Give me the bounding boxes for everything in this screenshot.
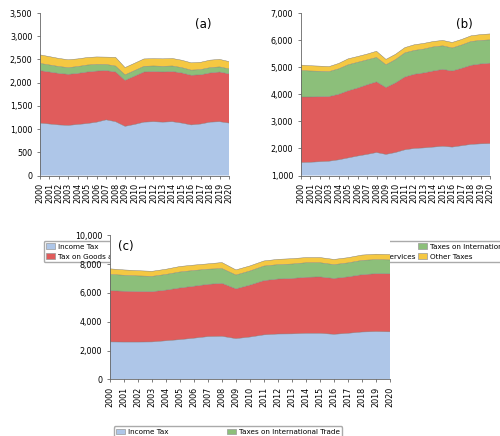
Legend: Income Tax, Tax on Goods and Services, Taxes on International Trade, Other Taxes: Income Tax, Tax on Goods and Services, T… xyxy=(304,241,500,262)
Legend: Income Tax, Tax on Goods and Services, Taxes on International Trade, Other Taxes: Income Tax, Tax on Goods and Services, T… xyxy=(44,241,272,262)
Text: (c): (c) xyxy=(118,240,134,253)
Text: (a): (a) xyxy=(195,18,212,31)
Legend: Income Tax, Tax on Goods and Services, Taxes on International Trade, Other Taxes: Income Tax, Tax on Goods and Services, T… xyxy=(114,426,342,436)
Text: (b): (b) xyxy=(456,18,472,31)
